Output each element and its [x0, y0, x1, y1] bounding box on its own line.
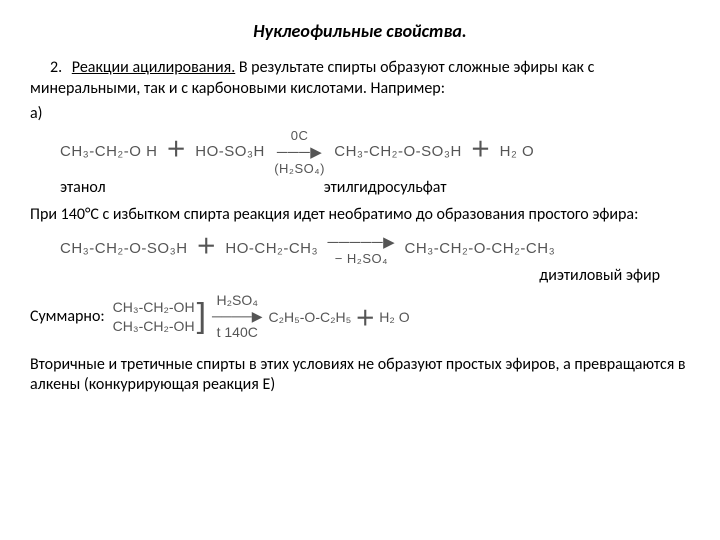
reaction-a-labels: этанол этилгидросульфат — [60, 178, 690, 197]
reaction-a: CH₃-CH₂-O H ＋ HO-SO₃H 0C ───▶ (H₂SO₄) CH… — [60, 128, 690, 176]
plus-icon: ＋ — [470, 139, 491, 161]
label-ethylhydrosulfate: этилгидросульфат — [324, 178, 447, 197]
reagent: HO-SO₃H — [195, 143, 265, 160]
section-heading: Реакции ацилирования. — [72, 58, 235, 77]
reagent: CH₃-CH₂-OH — [113, 298, 195, 316]
summary-row: Суммарно: CH₃-CH₂-OH CH₃-CH₂-OH ] H₂SO₄ … — [30, 293, 690, 341]
reagent: CH₃-CH₂-O-SO₃H — [60, 240, 188, 257]
label-diethyl-ether: диэтиловый эфир — [30, 266, 660, 285]
footer-paragraph: Вторичные и третичные спирты в этих усло… — [30, 355, 690, 397]
reagent: CH₃-CH₂-OH — [113, 317, 195, 335]
reagent: HO-CH₂-CH₃ — [225, 240, 318, 257]
arrow-icon: ────▶ — [212, 308, 262, 325]
bracket-icon: ] — [197, 303, 206, 330]
reaction-b: CH₃-CH₂-O-SO₃H ＋ HO-CH₂-CH₃ ─────▶ − H₂S… — [60, 230, 690, 266]
middle-paragraph: При 140°С с избытком спирта реакция идет… — [30, 205, 690, 226]
plus-icon: ＋ — [196, 236, 217, 258]
intro-paragraph: 2. Реакции ацилирования. В результате сп… — [30, 58, 690, 100]
arrow-icon: ─────▶ — [327, 233, 395, 251]
plus-icon: ＋ — [355, 302, 375, 331]
plus-icon: ＋ — [166, 139, 187, 161]
reagent-pair: CH₃-CH₂-OH CH₃-CH₂-OH — [113, 298, 195, 334]
product: H₂ O — [500, 143, 535, 160]
product: CH₃-CH₂-O-SO₃H — [334, 143, 462, 160]
condition-top: H₂SO₄ — [216, 293, 258, 308]
formula-paren: (H₂SO₄) — [274, 161, 325, 176]
item-number: 2. — [50, 58, 62, 79]
product: CH₃-CH₂-O-CH₂-CH₃ — [405, 240, 556, 257]
arrow-icon: ───▶ — [277, 143, 322, 161]
page-title: Нуклеофильные свойства. — [30, 20, 690, 42]
condition-bottom: − H₂SO₄ — [335, 251, 388, 266]
condition-top: 0C — [291, 128, 309, 143]
reagent: CH₃-CH₂-O H — [60, 143, 157, 160]
condition-bottom: t 140C — [217, 325, 258, 340]
product: H₂ O — [379, 309, 409, 325]
sub-a-label: а) — [30, 104, 690, 125]
label-ethanol: этанол — [60, 178, 320, 197]
product: C₂H₅-O-C₂H₅ — [268, 309, 351, 325]
summary-label: Суммарно: — [30, 307, 105, 326]
